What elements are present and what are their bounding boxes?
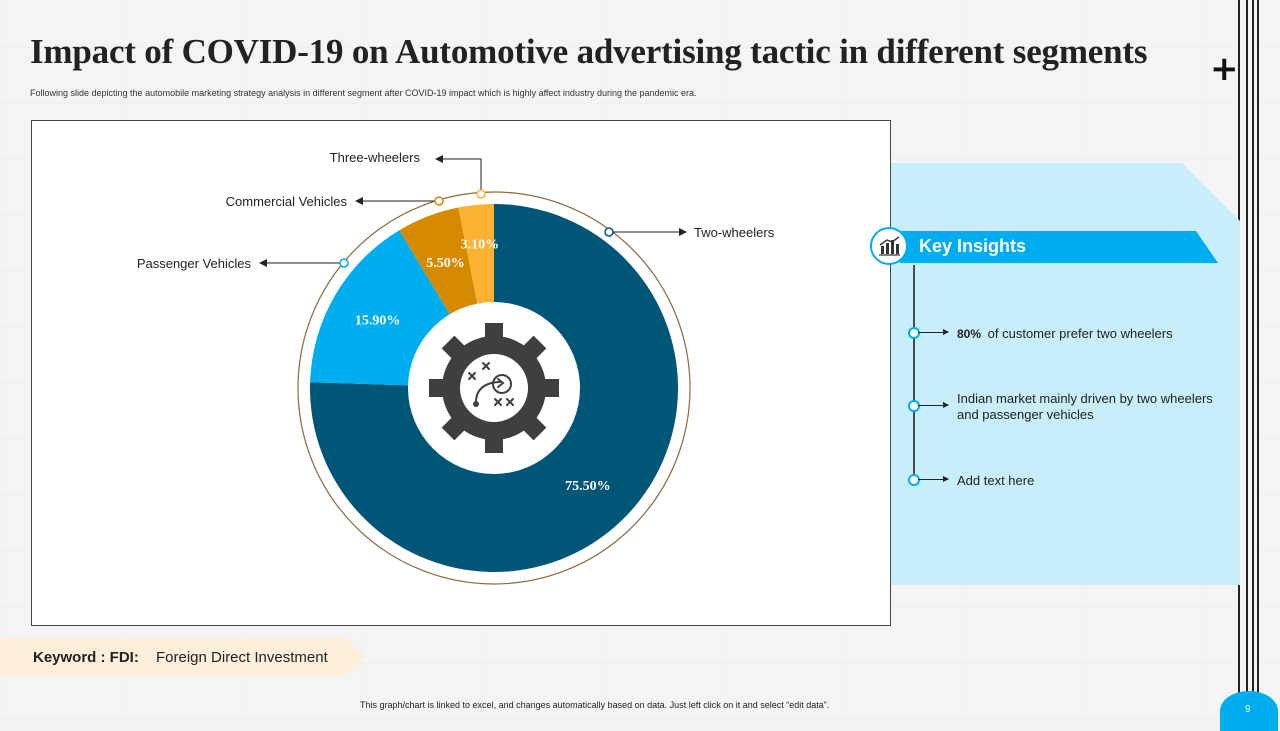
callout-dot xyxy=(476,189,486,199)
insight-highlight: 80% xyxy=(957,327,982,341)
insight-text: Indian market mainly driven by two wheel… xyxy=(957,391,1213,422)
data-label: 5.50% xyxy=(426,256,465,271)
insight-dot xyxy=(908,400,920,412)
category-label: Commercial Vehicles xyxy=(226,194,348,209)
chart-outer-ring xyxy=(297,191,691,585)
insights-banner xyxy=(900,231,1218,263)
callout-three-wheelers: Three-wheelers xyxy=(330,150,486,199)
keyword-label: Keyword : FDI: xyxy=(33,649,139,666)
callout-dot xyxy=(604,227,614,237)
insights-timeline xyxy=(913,265,915,481)
data-label: 15.90% xyxy=(355,314,401,329)
page-title: Impact of COVID-19 on Automotive adverti… xyxy=(30,32,1148,71)
decorative-lines xyxy=(1238,0,1280,720)
donut-chart: 75.50% 15.90% 5.50% 3.10% Two-wheelers Passe… xyxy=(137,150,775,585)
data-label: 75.50% xyxy=(565,479,611,494)
insights-panel xyxy=(890,163,1240,585)
footer-note: This graph/chart is linked to excel, and… xyxy=(360,700,830,710)
insight-text: Add text here xyxy=(957,473,1035,488)
page-subtitle: Following slide depicting the automobile… xyxy=(30,88,697,98)
category-label: Two-wheelers xyxy=(694,225,775,240)
plus-icon: + xyxy=(1210,49,1239,89)
page-number: 9 xyxy=(1245,704,1251,715)
gear-strategy-icon xyxy=(429,323,559,453)
insight-arrow xyxy=(918,476,949,482)
data-label: 3.10% xyxy=(461,238,500,253)
callout-two-wheelers: Two-wheelers xyxy=(604,225,775,240)
chart-container: 75.50% 15.90% 5.50% 3.10% Two-wheelers Passe… xyxy=(31,120,891,626)
insight-arrow xyxy=(918,329,949,335)
keyword-value: Foreign Direct Investment xyxy=(156,649,328,666)
insights-chart-icon xyxy=(870,227,908,265)
insight-item-3: Add text here xyxy=(957,473,1237,489)
insights-title: Key Insights xyxy=(919,236,1027,256)
insight-dot xyxy=(908,474,920,486)
insight-item-2: Indian market mainly driven by two wheel… xyxy=(957,391,1237,423)
category-label: Three-wheelers xyxy=(330,150,421,165)
insight-text: of customer prefer two wheelers xyxy=(987,326,1173,341)
callout-passenger-vehicles: Passenger Vehicles xyxy=(137,256,349,271)
insight-dot xyxy=(908,327,920,339)
insight-item-1: 80% of customer prefer two wheelers xyxy=(957,326,1237,342)
callout-dot xyxy=(339,258,349,268)
callout-commercial-vehicles: Commercial Vehicles xyxy=(226,194,444,209)
category-label: Passenger Vehicles xyxy=(137,256,252,271)
insight-arrow xyxy=(918,402,949,408)
callout-dot xyxy=(434,196,444,206)
keyword-bar xyxy=(0,638,365,676)
